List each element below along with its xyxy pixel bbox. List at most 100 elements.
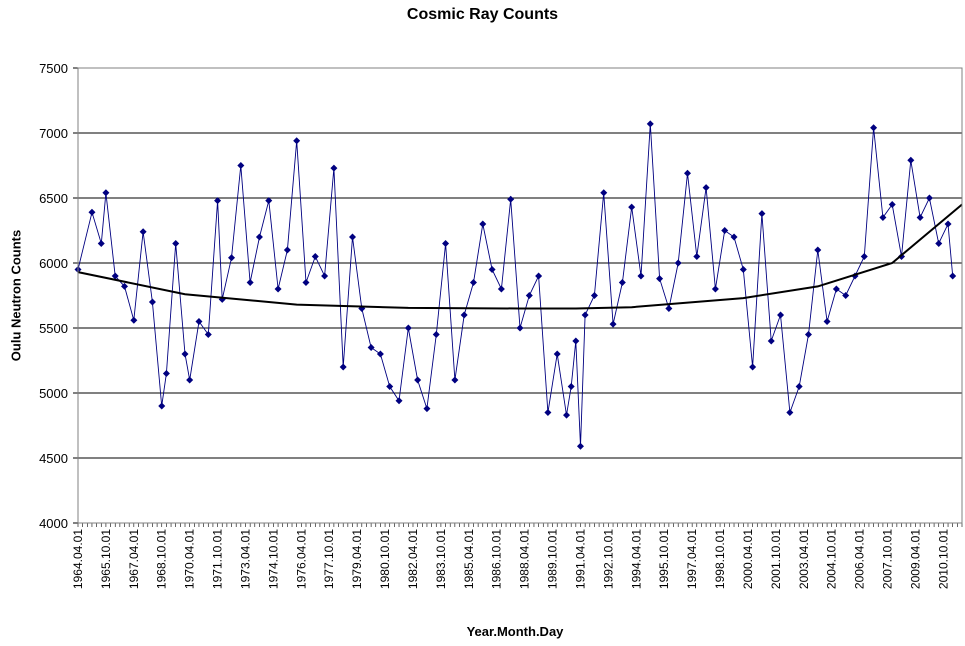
data-point bbox=[842, 292, 850, 299]
x-tick-label: 1994.04.01 bbox=[629, 529, 643, 589]
chart-title: Cosmic Ray Counts bbox=[406, 6, 559, 23]
x-tick-label: 1988.04.01 bbox=[518, 529, 532, 589]
data-point bbox=[609, 320, 617, 328]
data-point bbox=[563, 411, 571, 419]
data-point bbox=[618, 279, 626, 286]
y-tick-label: 7500 bbox=[39, 61, 68, 76]
x-tick-label: 1980.10.01 bbox=[378, 529, 392, 589]
data-point bbox=[148, 298, 156, 306]
data-point bbox=[739, 266, 747, 273]
data-point bbox=[581, 311, 589, 319]
data-point bbox=[795, 383, 803, 390]
y-tick-label: 4000 bbox=[39, 516, 68, 531]
data-point bbox=[451, 376, 459, 384]
data-series bbox=[74, 120, 957, 450]
data-point bbox=[665, 305, 673, 312]
data-point bbox=[567, 383, 575, 390]
data-point bbox=[479, 220, 487, 228]
data-point bbox=[228, 254, 236, 262]
data-point bbox=[121, 282, 129, 290]
data-point bbox=[293, 137, 301, 145]
data-point bbox=[255, 233, 263, 241]
data-point bbox=[656, 275, 664, 283]
x-tick-label: 1967.04.01 bbox=[127, 529, 141, 589]
data-point bbox=[944, 220, 952, 228]
data-point bbox=[916, 214, 924, 221]
x-tick-label: 2007.10.01 bbox=[881, 529, 895, 589]
data-point bbox=[879, 214, 887, 221]
data-point bbox=[814, 246, 822, 254]
data-point bbox=[158, 402, 166, 410]
data-point bbox=[711, 285, 719, 293]
x-tick-label: 1965.10.01 bbox=[99, 529, 113, 589]
data-point bbox=[702, 184, 710, 192]
data-point bbox=[646, 120, 654, 128]
x-tick-label: 1992.10.01 bbox=[601, 529, 615, 589]
x-tick-label: 1964.04.01 bbox=[71, 529, 85, 589]
data-point bbox=[544, 409, 552, 416]
data-point bbox=[162, 370, 170, 377]
data-point bbox=[302, 279, 310, 286]
data-point bbox=[386, 383, 394, 390]
data-point bbox=[777, 311, 785, 319]
x-tick-label: 1970.04.01 bbox=[183, 529, 197, 589]
data-point bbox=[572, 337, 580, 345]
data-point bbox=[274, 285, 282, 293]
data-point bbox=[376, 350, 384, 358]
data-point bbox=[832, 285, 840, 293]
data-point bbox=[214, 197, 222, 205]
y-axis-ticks: 4000 4500 5000 5500 6000 6500 7000 7500 bbox=[39, 61, 78, 531]
x-tick-label: 2003.04.01 bbox=[797, 529, 811, 589]
trendline-curve bbox=[77, 203, 963, 310]
trendline bbox=[77, 203, 963, 310]
data-point bbox=[186, 376, 194, 384]
data-point bbox=[237, 162, 245, 169]
y-tick-label: 4500 bbox=[39, 451, 68, 466]
data-point bbox=[535, 272, 543, 280]
x-tick-label: 2006.04.01 bbox=[853, 529, 867, 589]
data-point bbox=[823, 318, 831, 325]
data-point bbox=[195, 318, 203, 325]
x-tick-label: 1997.04.01 bbox=[685, 529, 699, 589]
data-point bbox=[265, 197, 273, 205]
data-point bbox=[786, 409, 794, 416]
data-point bbox=[767, 337, 775, 345]
data-point bbox=[321, 272, 329, 280]
data-point bbox=[139, 228, 147, 236]
data-point bbox=[576, 442, 584, 450]
data-point bbox=[907, 156, 915, 164]
data-point bbox=[693, 253, 701, 260]
data-point bbox=[367, 344, 375, 351]
data-point bbox=[88, 208, 96, 216]
data-point bbox=[525, 292, 533, 299]
data-point bbox=[730, 233, 738, 241]
data-point bbox=[758, 210, 766, 218]
data-point bbox=[870, 124, 878, 132]
x-tick-label: 1971.10.01 bbox=[211, 529, 225, 589]
data-point bbox=[804, 331, 812, 338]
x-tick-label: 2010.10.01 bbox=[936, 529, 950, 589]
data-point bbox=[749, 363, 757, 371]
data-point bbox=[888, 201, 896, 208]
x-tick-label: 1974.10.01 bbox=[266, 529, 280, 589]
x-tick-label: 1986.10.01 bbox=[490, 529, 504, 589]
x-tick-label: 1991.04.01 bbox=[573, 529, 587, 589]
data-point bbox=[507, 195, 515, 203]
data-point bbox=[721, 227, 729, 234]
data-point bbox=[516, 324, 524, 332]
data-point bbox=[172, 240, 180, 247]
data-point bbox=[246, 279, 254, 286]
data-point bbox=[432, 331, 440, 338]
y-tick-label: 5500 bbox=[39, 321, 68, 336]
x-tick-label: 2000.04.01 bbox=[741, 529, 755, 589]
y-tick-label: 7000 bbox=[39, 126, 68, 141]
data-point bbox=[404, 324, 412, 332]
x-tick-label: 1982.04.01 bbox=[406, 529, 420, 589]
x-tick-label: 1998.10.01 bbox=[713, 529, 727, 589]
x-tick-label: 1985.04.01 bbox=[462, 529, 476, 589]
x-tick-label: 1977.10.01 bbox=[322, 529, 336, 589]
data-point bbox=[497, 285, 505, 293]
data-point bbox=[683, 169, 691, 177]
data-point bbox=[204, 331, 212, 338]
